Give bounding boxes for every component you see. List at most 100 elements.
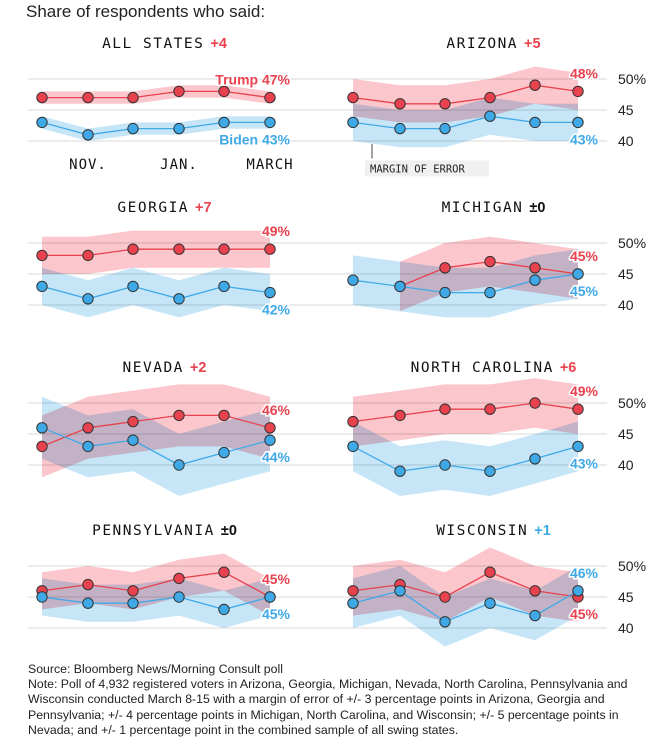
y-tick-label: 45 xyxy=(618,426,634,442)
biden-point xyxy=(439,122,451,135)
trump-point xyxy=(264,91,276,104)
trump-point xyxy=(347,415,359,428)
trump-end-label: 45% xyxy=(570,606,599,622)
y-tick-label: 40 xyxy=(618,133,634,149)
trump-line xyxy=(352,84,579,105)
panel-north-carolina: NORTH CAROLINA +6 40 45 50% 49% 43% xyxy=(329,360,658,525)
biden-moe-band xyxy=(42,396,270,496)
biden-point xyxy=(484,465,496,477)
trump-point xyxy=(394,409,406,422)
trump-end-label: Trump 47% xyxy=(215,72,290,88)
change-badge: ±0 xyxy=(220,523,237,539)
trump-point xyxy=(484,566,496,578)
trump-moe-band xyxy=(353,378,578,447)
trump-line xyxy=(42,248,270,257)
change-badge: +7 xyxy=(195,200,212,216)
change-badge: ±0 xyxy=(529,200,546,216)
biden-point xyxy=(394,465,406,477)
trump-line xyxy=(41,414,271,448)
biden-point xyxy=(484,110,496,122)
biden-point xyxy=(173,459,185,471)
trump-point xyxy=(36,91,48,104)
trump-end-label: 45% xyxy=(570,248,599,264)
trump-point xyxy=(218,243,230,255)
source-note: Source: Bloomberg News/Morning Consult p… xyxy=(28,662,283,676)
panel-title: PENNSYLVANIA ±0 xyxy=(0,523,329,539)
biden-line xyxy=(352,115,578,130)
biden-line xyxy=(41,596,271,611)
biden-point xyxy=(529,609,541,622)
trump-point xyxy=(572,403,584,415)
chart-svg: Trump 47% Biden 43% NOV. JAN. MARCH xyxy=(28,70,330,173)
trump-moe-band xyxy=(353,66,578,123)
trump-point xyxy=(439,98,451,110)
state-name: NORTH CAROLINA xyxy=(410,360,554,376)
trump-point xyxy=(36,249,48,262)
state-name: NEVADA xyxy=(122,360,184,376)
x-tick-label: JAN. xyxy=(160,157,198,173)
y-tick-label: 50% xyxy=(618,71,646,87)
trump-point xyxy=(529,262,541,274)
biden-point xyxy=(127,122,139,135)
chart-subtitle: Share of respondents who said: xyxy=(26,2,266,21)
trump-point xyxy=(173,85,185,98)
trump-end-label: 49% xyxy=(262,223,291,239)
biden-point xyxy=(439,286,451,299)
x-tick-label: MARCH xyxy=(246,157,293,173)
trump-point xyxy=(36,440,48,453)
biden-point xyxy=(173,591,185,603)
biden-point xyxy=(394,122,406,135)
state-name: GEORGIA xyxy=(117,200,190,216)
trump-point xyxy=(173,243,185,255)
panel-title: ARIZONA +5 xyxy=(329,36,658,52)
change-badge: +4 xyxy=(210,36,227,52)
trump-point xyxy=(82,249,94,262)
biden-point xyxy=(36,116,48,129)
trump-point xyxy=(529,585,541,597)
trump-point xyxy=(264,243,276,255)
biden-line xyxy=(352,273,579,294)
state-name: ARIZONA xyxy=(446,36,519,52)
trump-line xyxy=(352,571,579,598)
trump-point xyxy=(218,566,230,578)
trump-point xyxy=(173,409,185,422)
biden-point xyxy=(218,446,230,459)
biden-line xyxy=(41,285,271,300)
biden-line xyxy=(41,121,270,136)
biden-point xyxy=(484,286,496,299)
trump-point xyxy=(82,578,94,591)
biden-end-label: 45% xyxy=(570,283,599,299)
biden-end-label: 43% xyxy=(570,131,599,147)
trump-point xyxy=(218,85,230,98)
y-tick-label: 50% xyxy=(618,395,646,411)
panel-title: WISCONSIN +1 xyxy=(329,523,658,539)
panel-title: GEORGIA +7 xyxy=(0,200,329,216)
biden-line xyxy=(352,445,579,472)
trump-point xyxy=(127,91,139,104)
annotation-box xyxy=(365,160,489,177)
y-tick-label: 40 xyxy=(618,297,634,313)
trump-end-label: 46% xyxy=(262,402,291,418)
chart-svg: 40 45 50% 48% 43% MARGIN OF ERROR xyxy=(329,64,646,177)
biden-point xyxy=(347,116,359,129)
biden-point xyxy=(484,597,496,609)
biden-moe-band xyxy=(42,578,270,628)
change-badge: +5 xyxy=(524,36,541,52)
chart-svg: 45% 45% xyxy=(28,553,330,629)
chart-svg: 49% 42% xyxy=(28,222,330,319)
biden-moe-band xyxy=(353,421,578,496)
biden-point xyxy=(439,459,451,471)
panel-title: MICHIGAN ±0 xyxy=(329,200,658,216)
trump-line xyxy=(41,571,271,598)
trump-line xyxy=(42,90,271,99)
trump-point xyxy=(572,85,584,98)
biden-point xyxy=(264,286,276,299)
chart-svg: 40 45 50% 45% 46% xyxy=(329,547,646,647)
trump-point xyxy=(484,255,496,268)
y-tick-label: 50% xyxy=(618,235,646,251)
y-tick-label: 45 xyxy=(618,102,634,118)
trump-point xyxy=(264,422,276,434)
trump-point xyxy=(173,572,185,585)
trump-point xyxy=(82,422,94,434)
biden-point xyxy=(529,274,541,286)
